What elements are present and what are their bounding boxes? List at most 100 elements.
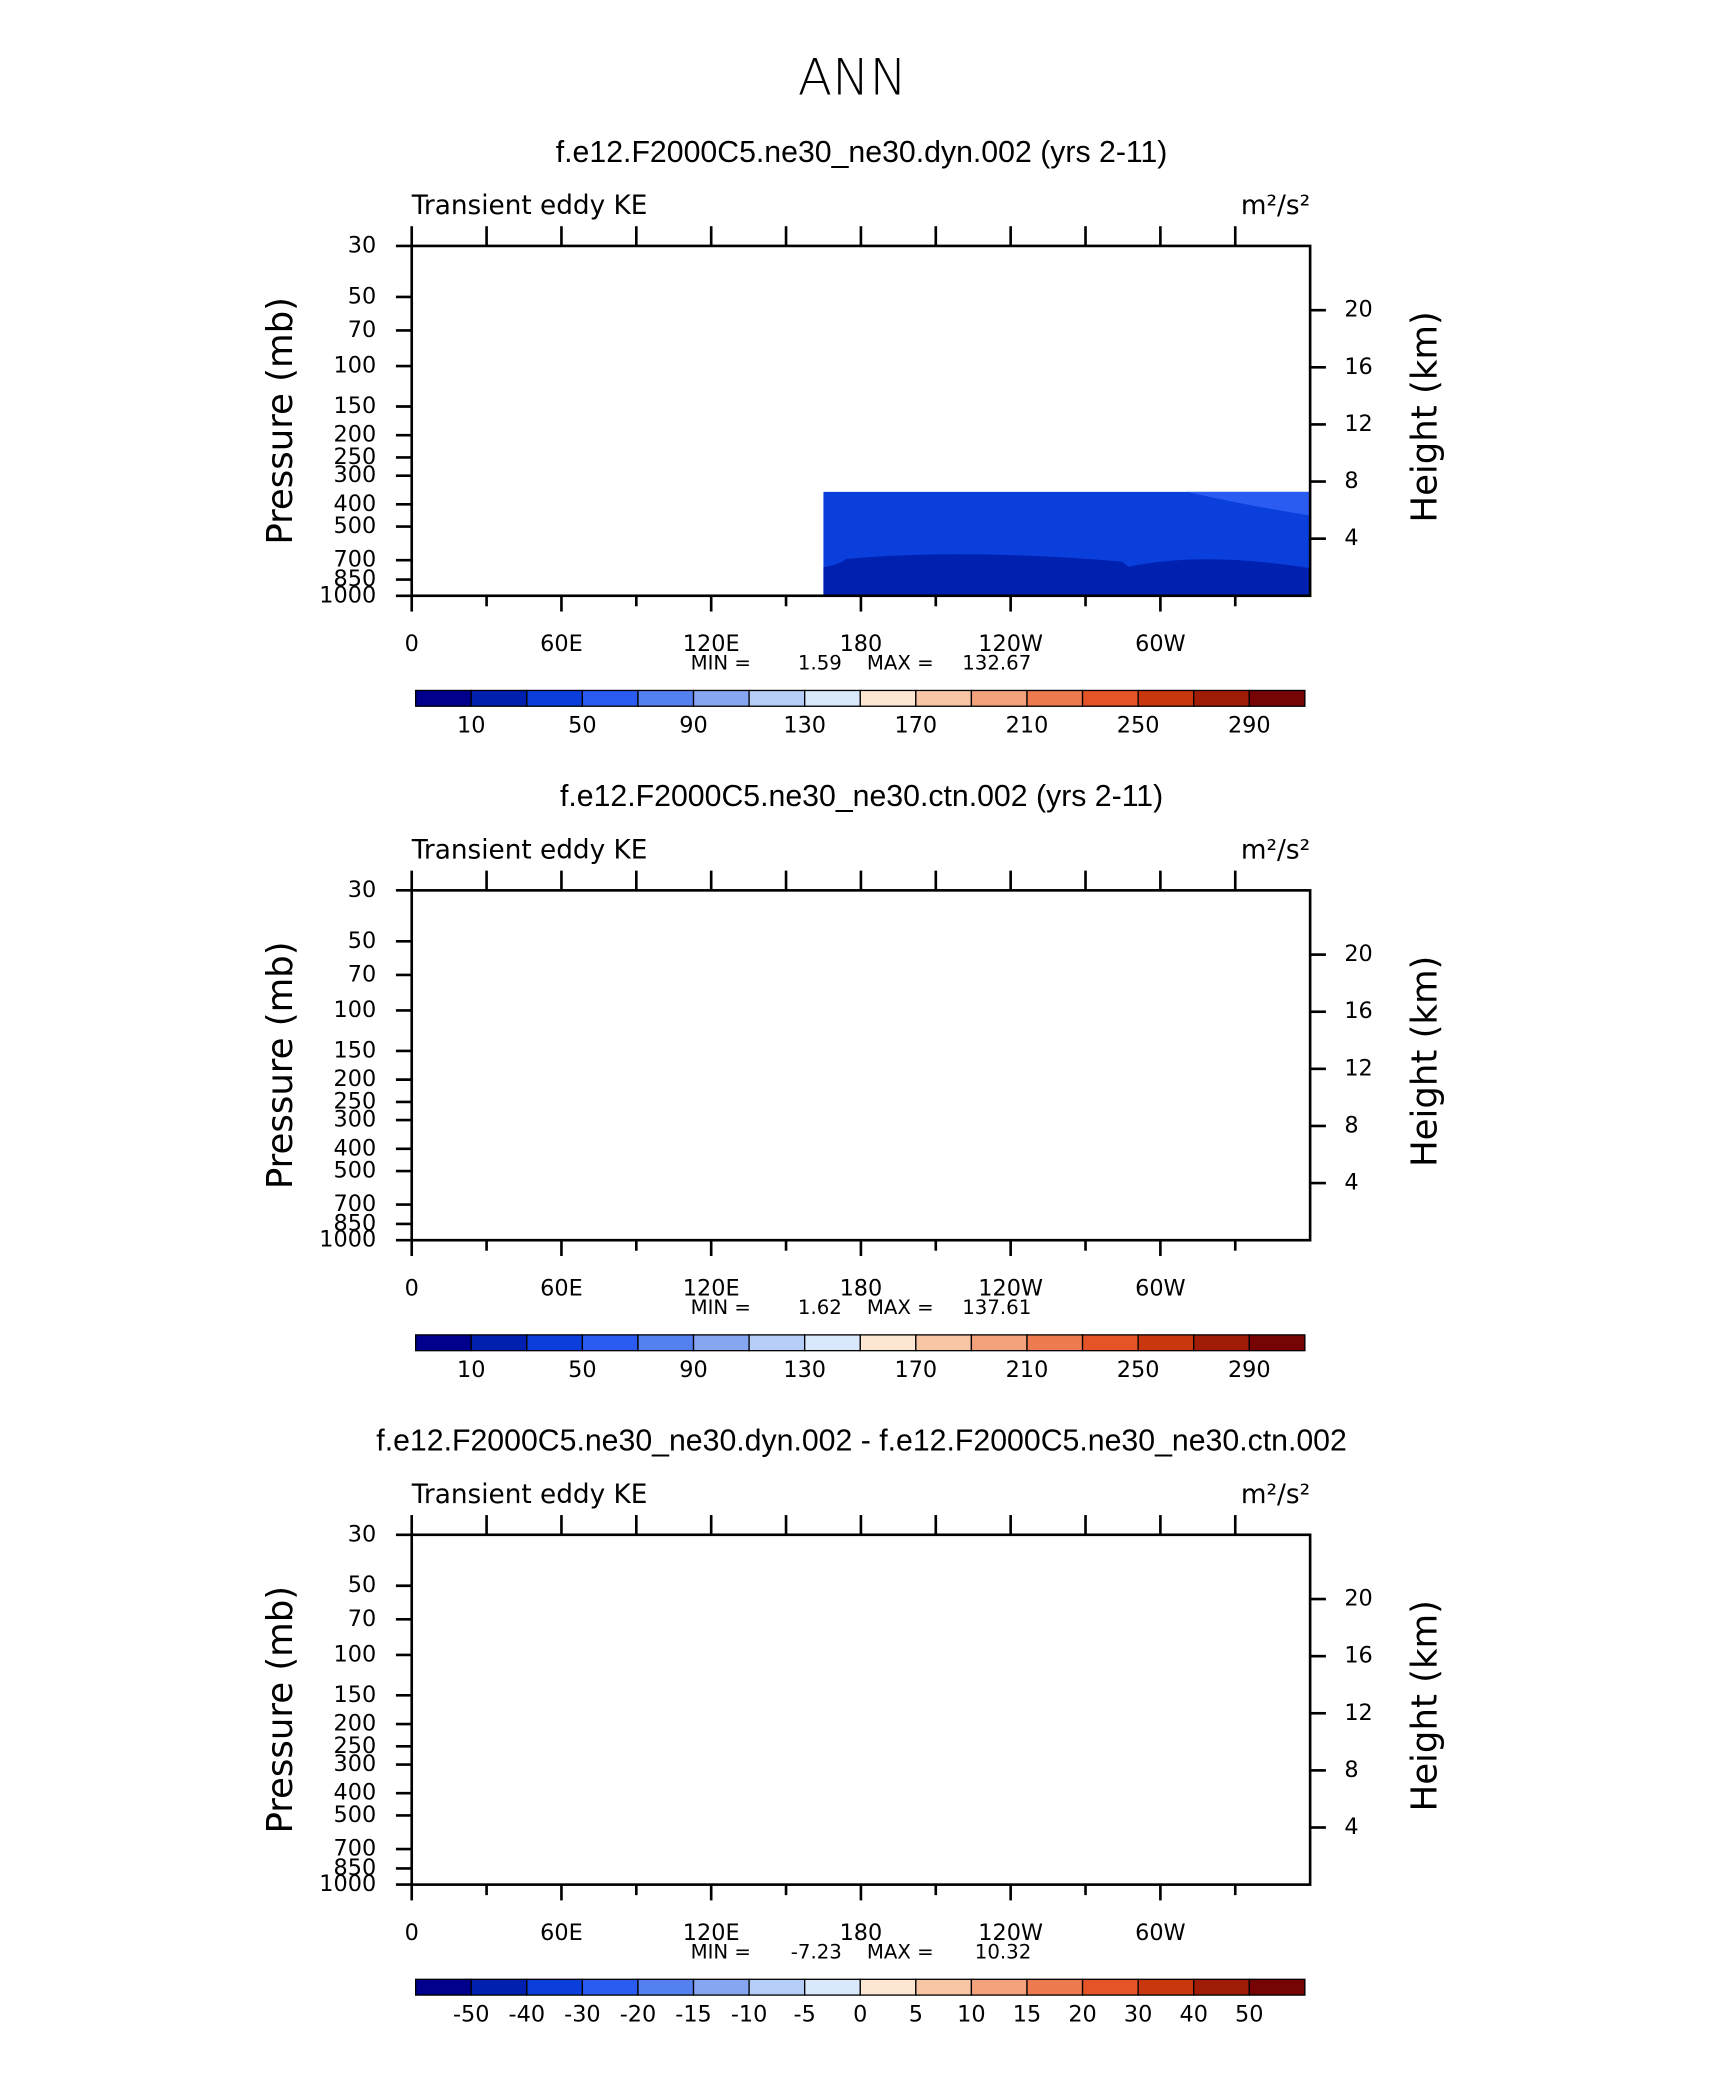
y-tick-label: 250 (334, 444, 377, 470)
y2-tick-label: 12 (1344, 1700, 1372, 1726)
colorbar-box (470, 1334, 528, 1352)
contour-region (879, 1013, 1168, 1131)
colorbar-box (1137, 689, 1195, 707)
units-label: m²/s² (1241, 1480, 1310, 1510)
y2-tick-label: 20 (1344, 297, 1372, 323)
contour-region (508, 384, 618, 429)
plot-frame (410, 889, 1312, 1242)
y2-axis-title: Height (km) (1404, 1600, 1445, 1811)
y-tick-label: 1000 (319, 1871, 376, 1897)
y-tick-label: 200 (334, 1711, 377, 1737)
colorbar-box (581, 689, 639, 707)
y-tick-label: 500 (334, 1802, 377, 1828)
contour-region (1142, 263, 1310, 310)
contour-region (1208, 381, 1313, 465)
x-tick-label: 0 (405, 1920, 419, 1946)
colorbar-box (415, 689, 472, 707)
min-label: MIN = (691, 1296, 751, 1319)
y2-tick-label: 20 (1344, 941, 1372, 967)
x-tick-label: 60W (1135, 631, 1186, 657)
y-axis-title: Pressure (mb) (260, 941, 301, 1189)
colorbar-box (859, 689, 917, 707)
colorbar-box (970, 689, 1028, 707)
y2-tick-label: 4 (1344, 1170, 1358, 1196)
y2-tick-label: 8 (1344, 1757, 1358, 1783)
contour-region (412, 992, 1310, 1163)
colorbar-label: 210 (1006, 1357, 1049, 1383)
colorbar-box (1026, 1334, 1084, 1352)
x-tick-label: 180 (840, 1275, 883, 1301)
contour-region (846, 1772, 885, 1828)
colorbar-box (804, 689, 861, 707)
max-value: 10.32 (975, 1941, 1031, 1964)
y-tick-label: 100 (334, 353, 377, 379)
colorbar-label: 5 (909, 2001, 923, 2027)
contour-region (508, 1028, 618, 1073)
y-tick-label: 700 (334, 1191, 377, 1217)
colorbar-box (1248, 1978, 1306, 1996)
contour-region (1183, 1673, 1196, 1694)
y-tick-label: 1000 (319, 1227, 376, 1253)
y-tick-label: 30 (348, 877, 376, 903)
colorbar-box (859, 1334, 917, 1352)
y-tick-label: 50 (348, 283, 376, 309)
x-tick-label: 120E (683, 1275, 740, 1301)
colorbar-label: 15 (1013, 2001, 1041, 2027)
min-label: MIN = (691, 1941, 751, 1964)
y-tick-label: 300 (334, 1751, 377, 1777)
colorbar-box (637, 1334, 695, 1352)
y2-axis-title: Height (km) (1404, 311, 1445, 522)
colorbar-label: -30 (564, 2001, 601, 2027)
colorbar-box (415, 1978, 472, 1996)
topography (438, 1869, 510, 1885)
units-label: m²/s² (1241, 835, 1310, 865)
colorbar-box (804, 1978, 861, 1996)
contour-region (733, 1677, 754, 1714)
x-tick-label: 60E (540, 1275, 583, 1301)
x-tick-label: 60E (540, 1920, 583, 1946)
colorbar-label: -20 (620, 2001, 657, 2027)
contour-region (898, 380, 1122, 467)
y-tick-label: 200 (334, 1066, 377, 1092)
y-tick-label: 150 (334, 1037, 377, 1063)
panel-title: f.e12.F2000C5.ne30_ne30.ctn.002 (yrs 2-1… (560, 780, 1163, 813)
panel: f.e12.F2000C5.ne30_ne30.dyn.002 (yrs 2-1… (260, 136, 1445, 739)
contour-region (458, 372, 655, 440)
colorbar-box (526, 1334, 584, 1352)
contour-region (1096, 1660, 1149, 1739)
x-tick-label: 180 (840, 1920, 883, 1946)
colorbar-box (1026, 1978, 1084, 1996)
y-tick-label: 300 (334, 462, 377, 488)
y2-tick-label: 16 (1344, 998, 1372, 1024)
colorbar-box (526, 689, 584, 707)
min-value: 1.62 (798, 1296, 842, 1319)
colorbar-box (637, 1978, 695, 1996)
contour-field (412, 246, 1313, 596)
y2-tick-label: 12 (1344, 1055, 1372, 1081)
field-label: Transient eddy KE (411, 191, 648, 221)
y-tick-label: 70 (348, 1606, 376, 1632)
contour-region (934, 1038, 1087, 1098)
units-label: m²/s² (1241, 191, 1310, 221)
max-label: MAX = (867, 1941, 934, 1964)
x-tick-label: 120E (683, 1920, 740, 1946)
y-tick-label: 100 (334, 1641, 377, 1667)
contour-region (912, 246, 1146, 309)
contour-region (530, 1687, 548, 1711)
colorbar-box (526, 1978, 584, 1996)
contour-region (1042, 1657, 1084, 1715)
y2-tick-label: 8 (1344, 468, 1358, 494)
colorbar-label: -50 (453, 2001, 490, 2027)
colorbar-label: -10 (731, 2001, 768, 2027)
contour-region (918, 1649, 1023, 1723)
colorbar-box (1248, 689, 1306, 707)
colorbar-box (692, 689, 750, 707)
contour-region (412, 369, 807, 444)
y-tick-label: 850 (334, 1210, 377, 1236)
panel: f.e12.F2000C5.ne30_ne30.ctn.002 (yrs 2-1… (260, 780, 1445, 1383)
topography (438, 1219, 510, 1240)
contour-region (512, 568, 544, 589)
x-tick-label: 120E (683, 631, 740, 657)
contour-region (898, 1025, 1122, 1112)
contour-region (1142, 907, 1310, 954)
